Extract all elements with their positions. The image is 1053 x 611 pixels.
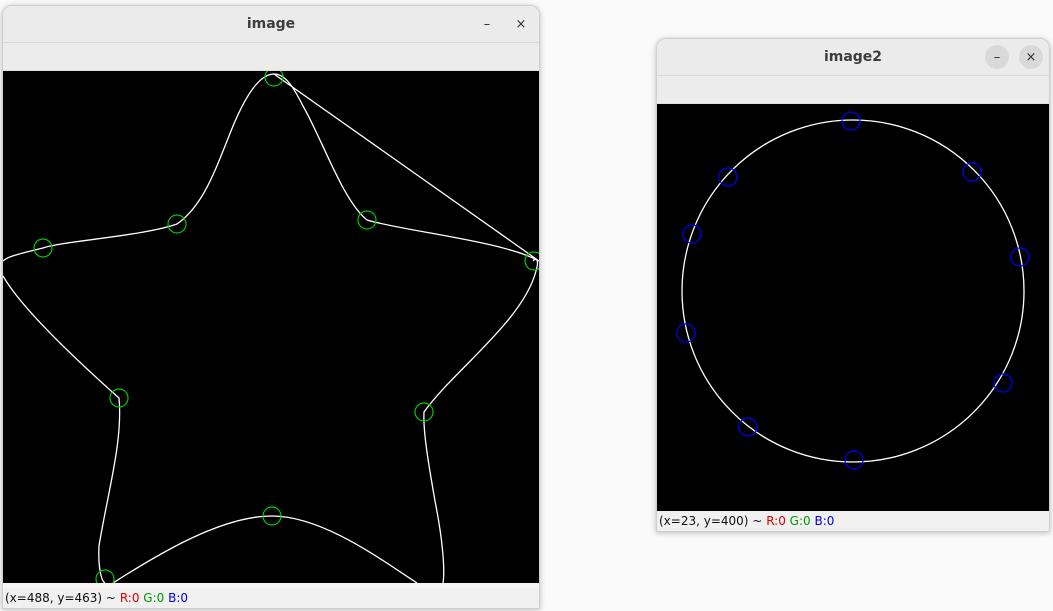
image-window: image – × (x=488, y=463) ~ R:0 G:0 B:0: [2, 5, 540, 609]
close-icon[interactable]: ×: [1019, 45, 1043, 69]
minimize-icon[interactable]: –: [985, 45, 1009, 69]
status-blue: B:0: [168, 591, 189, 605]
star-drawing: [3, 71, 539, 583]
circle-drawing: [676, 111, 1030, 470]
window-title: image2: [823, 49, 883, 65]
marker: [109, 388, 129, 408]
marker: [414, 402, 434, 422]
image2-canvas[interactable]: [657, 104, 1049, 511]
star-contour: [3, 73, 539, 583]
marker: [1010, 247, 1030, 267]
status-red: R:0: [766, 514, 786, 528]
marker: [357, 210, 377, 230]
toolbar: [657, 76, 1049, 104]
window-title: image: [246, 16, 296, 32]
marker: [718, 167, 738, 187]
marker: [524, 251, 539, 271]
marker: [841, 111, 861, 131]
close-icon[interactable]: ×: [515, 16, 527, 32]
status-bar: (x=23, y=400) ~ R:0 G:0 B:0: [657, 511, 1049, 531]
marker: [33, 238, 53, 258]
toolbar: [3, 43, 539, 71]
status-blue: B:0: [814, 514, 835, 528]
marker: [682, 224, 702, 244]
status-green: G:0: [789, 514, 811, 528]
star-markers: [33, 71, 539, 583]
marker: [676, 323, 696, 343]
marker: [738, 417, 758, 437]
marker: [262, 506, 282, 526]
marker: [962, 162, 982, 182]
circle-contour: [681, 119, 1025, 463]
marker: [95, 569, 115, 583]
status-red: R:0: [119, 591, 140, 605]
marker: [844, 450, 864, 470]
marker: [167, 214, 187, 234]
minimize-icon[interactable]: –: [483, 16, 491, 32]
status-coords: (x=488, y=463) ~: [5, 591, 116, 605]
marker: [993, 373, 1013, 393]
image-canvas[interactable]: [3, 71, 539, 583]
image2-window: image2 – × (x=23, y=400) ~ R:0 G:0 B:0: [656, 38, 1050, 532]
title-bar[interactable]: image2 – ×: [657, 39, 1049, 76]
title-bar[interactable]: image – ×: [3, 6, 539, 43]
status-bar: (x=488, y=463) ~ R:0 G:0 B:0: [3, 588, 539, 608]
status-coords: (x=23, y=400) ~: [659, 514, 763, 528]
marker: [264, 71, 284, 87]
status-green: G:0: [143, 591, 165, 605]
circle-markers: [676, 111, 1030, 470]
